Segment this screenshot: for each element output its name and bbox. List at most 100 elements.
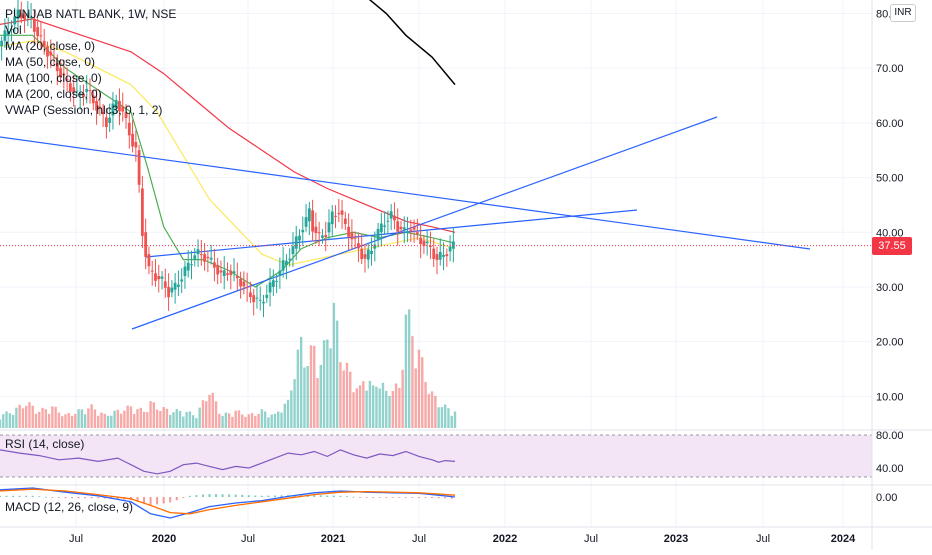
macd-histogram-bar <box>169 497 172 503</box>
volume-bar <box>159 410 162 428</box>
volume-bar <box>388 395 391 428</box>
macd-histogram-bar <box>260 495 263 497</box>
volume-bar <box>90 404 93 428</box>
candle-body <box>298 235 301 241</box>
candle-body <box>88 90 92 92</box>
volume-bar <box>28 402 31 428</box>
legend-item[interactable]: MA (50, close, 0) <box>5 55 96 69</box>
macd-histogram-bar <box>345 496 348 498</box>
candle-body <box>91 95 95 104</box>
trendline[interactable] <box>0 136 811 250</box>
candle-body <box>95 100 98 111</box>
legend-item[interactable]: MA (100, close, 0) <box>5 71 102 85</box>
macd-histogram-bar <box>51 497 54 498</box>
time-axis[interactable]: Jul 2020 Jul 2021 Jul 2022 Jul 2023 Jul 2024 <box>69 533 856 545</box>
volume-bar <box>126 405 129 428</box>
legend-item[interactable]: VWAP (Session, hlc3, 0, 1, 2) <box>5 103 163 117</box>
volume-bar <box>365 390 368 428</box>
volume-bar <box>329 348 332 428</box>
rsi-label[interactable]: RSI (14, close) <box>5 437 85 451</box>
candle-body <box>258 299 262 301</box>
volume-bars <box>0 302 457 428</box>
candle-body <box>265 294 269 298</box>
volume-bar <box>77 409 80 428</box>
volume-bar <box>440 407 444 428</box>
volume-bar <box>155 409 159 428</box>
candle-body <box>49 51 53 56</box>
volume-bar <box>437 407 440 428</box>
candle-body <box>288 258 292 260</box>
candle-body <box>366 249 370 260</box>
volume-bar <box>0 419 2 428</box>
symbol-title[interactable]: PUNJAB NATL BANK, 1W, NSE <box>5 7 177 21</box>
volume-bar <box>103 413 106 428</box>
volume-bar <box>326 339 329 428</box>
volume-bar <box>453 411 457 428</box>
volume-bar <box>362 381 365 428</box>
macd-axis[interactable]: 0.00 <box>876 492 897 504</box>
volume-bar <box>201 400 205 428</box>
volume-bar <box>110 415 113 428</box>
macd-histogram-bar <box>195 495 198 497</box>
candle-body <box>85 88 89 92</box>
candle-body <box>324 234 328 238</box>
candle-body <box>114 100 118 109</box>
macd-histogram-bar <box>280 495 283 497</box>
candle-body <box>239 278 242 287</box>
volume-bar <box>257 413 260 428</box>
trendline[interactable] <box>145 209 638 258</box>
candle-body <box>304 217 308 227</box>
candle-body <box>183 266 187 277</box>
candle-body <box>438 251 442 260</box>
candle-body <box>160 276 164 279</box>
ma-line <box>0 18 456 233</box>
macd-histogram-bar <box>136 497 139 502</box>
trendlines[interactable] <box>0 116 811 330</box>
volume-bar <box>290 390 293 428</box>
candle-body <box>104 117 108 127</box>
candle-body <box>55 62 59 72</box>
macd-histogram-bar <box>372 497 375 498</box>
currency-badge[interactable]: INR <box>890 4 916 22</box>
legend-item[interactable]: MA (20, close, 0) <box>5 39 96 53</box>
volume-bar <box>283 403 286 428</box>
price-tick-label: 10.00 <box>876 391 904 403</box>
candle-body <box>232 271 236 274</box>
volume-bar <box>296 349 300 428</box>
candle-body <box>386 220 390 222</box>
volume-bar <box>211 392 214 428</box>
macd-histogram-bar <box>359 497 362 498</box>
macd-histogram-bar <box>116 497 119 500</box>
candle-body <box>301 229 305 233</box>
candle-body <box>39 35 43 37</box>
macd-label[interactable]: MACD (12, 26, close, 9) <box>5 500 134 514</box>
candle-body <box>163 281 167 288</box>
price-tick-label: 50.00 <box>876 173 904 185</box>
candle-body <box>255 297 259 299</box>
price-tick-label: 70.00 <box>876 63 904 75</box>
volume-bar <box>417 349 421 428</box>
volume-bar <box>391 391 395 428</box>
volume-bar <box>355 388 358 428</box>
trendline[interactable] <box>131 116 718 330</box>
macd-histogram-bar <box>103 497 106 499</box>
time-tick-label: 2021 <box>321 533 345 545</box>
candle-body <box>226 273 229 275</box>
volume-bar <box>319 364 322 428</box>
candle-body <box>3 30 7 41</box>
volume-bar <box>136 409 139 428</box>
volume-bar <box>38 411 41 428</box>
macd-histogram-bar <box>0 495 1 497</box>
volume-bar <box>270 414 273 428</box>
time-tick-label: 2020 <box>152 533 176 545</box>
price-tick-label: 60.00 <box>876 118 904 130</box>
legend-item[interactable]: MA (200, close, 0) <box>5 87 102 101</box>
legend-item[interactable]: Vol <box>5 23 22 37</box>
candle-body <box>291 246 295 255</box>
rsi-axis[interactable]: 80.00 40.00 <box>876 430 904 475</box>
candle-body <box>445 254 449 257</box>
volume-bar <box>175 409 178 428</box>
